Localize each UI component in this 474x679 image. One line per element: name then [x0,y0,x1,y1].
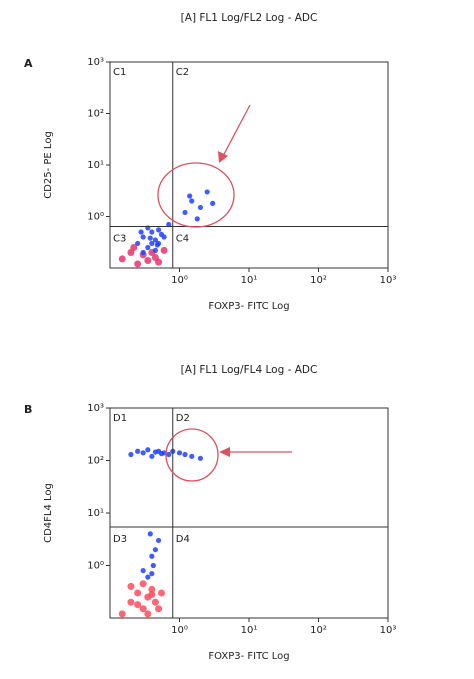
data-point [127,582,135,590]
arrow [221,104,251,159]
data-point [155,227,162,233]
quadrant-label: D3 [113,534,127,545]
x-axis-label: FOXP3- FITC Log [208,301,289,312]
y-tick-label: 10⁰ [87,561,104,572]
y-tick-label: 10¹ [87,508,104,519]
y-tick-label: 10² [87,456,104,467]
arrow-head [219,447,230,457]
arrow-head [218,151,228,163]
data-point [160,246,168,254]
data-point [128,451,134,458]
data-point [130,244,138,252]
data-point [149,229,155,235]
data-point [148,591,156,599]
data-point [166,221,172,228]
y-tick-label: 10² [87,109,104,120]
quadrant-label: D1 [113,413,127,424]
y-axis-label: CD25- PE Log [43,131,54,199]
x-tick-label: 10² [310,275,327,286]
data-point [144,256,152,264]
x-tick-label: 10³ [380,625,397,636]
data-point [187,193,193,199]
data-point [182,209,188,216]
highlight-circle [165,428,219,482]
x-tick-label: 10¹ [241,625,258,636]
data-point [145,244,151,251]
data-point [155,537,162,544]
data-point [134,589,142,597]
data-point [197,204,204,211]
quadrant-label: D4 [176,534,190,545]
data-point [149,571,155,577]
quadrant-label: C2 [176,67,189,78]
x-tick-label: 10⁰ [171,275,188,286]
x-tick-label: 10⁰ [171,625,188,636]
data-point [161,234,167,240]
data-point [157,589,165,597]
y-tick-label: 10¹ [87,160,104,171]
quadrant-label: C1 [113,67,126,78]
data-point [182,451,188,458]
data-point [145,574,151,580]
data-point [140,567,146,574]
y-tick-label: 10⁰ [87,212,104,223]
data-point [149,240,155,247]
data-point [210,200,216,206]
data-point [138,229,144,235]
data-point [176,450,183,456]
data-point [135,448,141,454]
data-point [151,253,159,261]
highlight-circle [157,162,235,228]
data-point [151,598,159,606]
data-point [189,453,195,459]
data-point [166,451,172,458]
panel-label: B [24,403,32,416]
data-point [149,553,155,559]
data-point [204,189,210,195]
data-point [152,237,158,243]
y-tick-label: 10³ [87,403,104,414]
data-point [147,235,153,241]
data-point [197,455,204,461]
data-point [134,260,142,268]
quadrant-label: C3 [113,233,126,244]
y-axis-label: CD4FL4 Log [43,483,54,543]
x-tick-label: 10² [310,625,327,636]
data-point [135,240,141,247]
quadrant-label: C4 [176,233,189,244]
data-point [152,247,158,253]
chart-title: [A] FL1 Log/FL4 Log - ADC [181,364,318,376]
annotations [157,104,292,482]
data-point [194,216,200,222]
x-tick-label: 10³ [380,275,397,286]
data-point [139,580,147,588]
data-point [140,450,146,456]
data-point [154,242,160,248]
data-point [127,598,135,606]
data-point [144,610,152,618]
x-tick-label: 10¹ [241,275,258,286]
data-point [155,605,163,613]
chart-title: [A] FL1 Log/FL2 Log - ADC [181,12,318,24]
data-point [118,610,126,618]
data-point [140,249,146,256]
y-tick-label: 10³ [87,57,104,68]
data-point [148,585,156,593]
data-point [152,547,158,553]
data-point [147,531,153,537]
data-point [150,562,156,569]
data-point [145,447,151,453]
panel-label: A [24,57,33,70]
data-point [189,198,195,204]
data-point [139,605,147,613]
quadrant-label: D2 [176,413,190,424]
data-point [149,453,155,459]
data-point [118,255,126,263]
data-point [140,234,146,240]
x-axis-label: FOXP3- FITC Log [208,651,289,662]
data-point [134,601,142,609]
